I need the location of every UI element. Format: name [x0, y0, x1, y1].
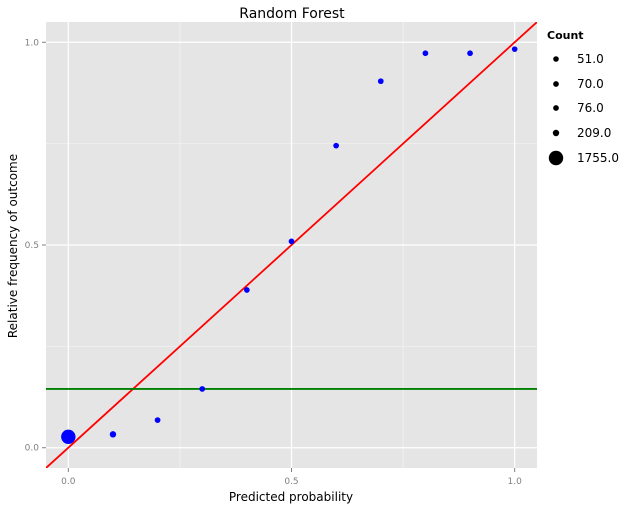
data-point — [511, 46, 518, 52]
x-axis-label: Predicted probability — [229, 490, 353, 504]
chart-title: Random Forest — [239, 6, 345, 22]
data-point — [333, 142, 339, 149]
legend-title: Count — [547, 29, 584, 42]
y-tick-label: 0.5 — [25, 241, 39, 251]
legend-label: 209.0 — [577, 126, 611, 140]
legend-label: 51.0 — [577, 52, 604, 66]
size-legend: Count 51.0 70.0 76.0 209.0 1755.0 — [547, 29, 619, 166]
x-tick-label: 0.5 — [284, 477, 298, 487]
y-tick-label: 0.0 — [25, 444, 40, 454]
legend-marker — [553, 56, 559, 62]
axis-ticks: 0.0 0.5 1.0 0.0 0.5 1.0 — [25, 38, 522, 487]
data-point — [109, 431, 117, 438]
legend-label: 76.0 — [577, 101, 604, 115]
legend-marker — [553, 105, 559, 111]
data-point — [154, 417, 161, 424]
y-axis-label: Relative frequency of outcome — [6, 154, 20, 338]
reference-lines — [46, 22, 537, 468]
x-tick-label: 1.0 — [508, 477, 523, 487]
data-point — [422, 50, 429, 57]
data-point — [244, 287, 250, 293]
perfect-calibration-line — [46, 22, 537, 468]
legend-marker — [548, 150, 564, 166]
legend-marker — [552, 129, 560, 137]
legend-label: 70.0 — [577, 77, 604, 91]
data-point — [467, 50, 473, 57]
x-tick-label: 0.0 — [61, 477, 76, 487]
data-point — [377, 78, 384, 85]
legend-label: 1755.0 — [577, 151, 619, 165]
data-point — [61, 429, 76, 444]
data-point — [199, 386, 206, 392]
y-tick-label: 1.0 — [25, 38, 40, 48]
legend-marker — [553, 81, 559, 87]
data-point — [288, 238, 295, 245]
data-points — [61, 46, 518, 444]
